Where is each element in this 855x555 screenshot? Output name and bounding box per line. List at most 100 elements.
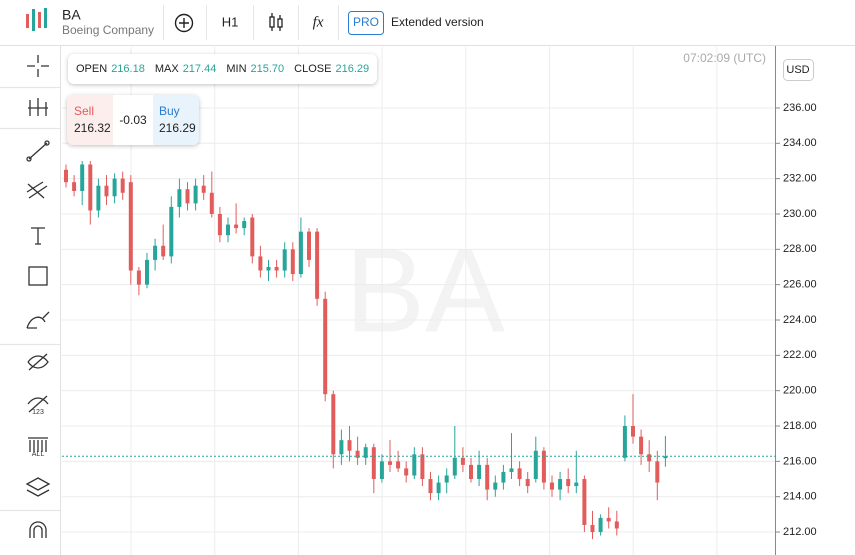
sell-button[interactable]: Sell 216.32 bbox=[67, 95, 113, 145]
candle-body bbox=[169, 206, 174, 257]
candle-body bbox=[274, 266, 279, 271]
currency[interactable]: USD bbox=[786, 64, 809, 76]
candle-body bbox=[558, 479, 563, 490]
symbol: BA bbox=[62, 7, 81, 23]
candle-body bbox=[339, 440, 344, 455]
candle-body bbox=[493, 482, 498, 490]
spread: -0.03 bbox=[119, 113, 147, 127]
trade-panel: Sell 216.32 -0.03 Buy 216.29 bbox=[67, 95, 199, 145]
indicator-button[interactable]: fx bbox=[313, 14, 324, 30]
add-button[interactable] bbox=[174, 13, 194, 33]
y-tick-label: 222.00 bbox=[783, 349, 817, 361]
candle-body bbox=[64, 169, 68, 183]
y-tick-label: 218.00 bbox=[783, 420, 817, 432]
ohlc-label: OPEN bbox=[76, 63, 108, 75]
candle-body bbox=[428, 479, 433, 494]
candle-body bbox=[469, 464, 473, 480]
candle-body bbox=[566, 479, 571, 487]
candle-body bbox=[266, 266, 271, 271]
candle-body bbox=[185, 189, 190, 204]
candle-body bbox=[298, 231, 303, 275]
candle-body bbox=[574, 482, 579, 487]
candle-body bbox=[509, 468, 514, 472]
candle-body bbox=[363, 447, 368, 458]
watermark: BA bbox=[345, 224, 505, 358]
y-tick-label: 212.00 bbox=[783, 526, 817, 538]
company: Boeing Company bbox=[62, 23, 154, 37]
candle-body bbox=[477, 464, 482, 480]
toolbar bbox=[0, 55, 60, 538]
hide-labels-tool[interactable] bbox=[27, 395, 49, 413]
text-tool[interactable] bbox=[31, 227, 45, 245]
candle-body bbox=[161, 245, 166, 257]
ohlc-label: MIN bbox=[226, 63, 247, 75]
candle-body bbox=[388, 461, 392, 465]
candle-body bbox=[412, 454, 417, 476]
ohlc-value: 216.29 bbox=[335, 63, 370, 75]
chart-type-button[interactable] bbox=[269, 13, 283, 31]
y-tick-label: 224.00 bbox=[783, 314, 817, 326]
delete-all-text: ALL bbox=[32, 451, 45, 458]
candle-body bbox=[290, 249, 295, 275]
candle-body bbox=[614, 521, 619, 529]
sell-price: 216.32 bbox=[74, 121, 111, 135]
candle-body bbox=[371, 447, 376, 480]
extended-label[interactable]: Extended version bbox=[391, 15, 484, 29]
plot: BA bbox=[62, 47, 775, 555]
y-tick-label: 236.00 bbox=[783, 102, 817, 114]
ohlc-value: 215.70 bbox=[250, 63, 285, 75]
candle-body bbox=[258, 256, 263, 271]
hide-tool[interactable] bbox=[27, 353, 49, 371]
buy-button[interactable]: Buy 216.29 bbox=[153, 95, 199, 145]
candle-body bbox=[647, 454, 652, 462]
candle-body bbox=[525, 479, 530, 487]
y-tick-label: 232.00 bbox=[783, 173, 817, 185]
fib-tool[interactable] bbox=[26, 181, 48, 199]
magnet-tool[interactable] bbox=[29, 521, 47, 538]
candle-body bbox=[485, 464, 490, 490]
pro-label[interactable]: PRO bbox=[353, 15, 379, 29]
y-tick-label: 234.00 bbox=[783, 137, 817, 149]
line-tool[interactable] bbox=[28, 142, 48, 160]
candle-body bbox=[355, 450, 360, 458]
y-tick-label: 216.00 bbox=[783, 455, 817, 467]
candle-body bbox=[104, 185, 109, 197]
crosshair-tool[interactable] bbox=[27, 55, 49, 77]
candle-body bbox=[444, 475, 449, 483]
interval-button[interactable]: H1 bbox=[222, 14, 239, 29]
candle-body bbox=[420, 454, 425, 480]
y-tick-label: 214.00 bbox=[783, 491, 817, 503]
candle-body bbox=[96, 185, 101, 211]
ohlc-panel: OPEN 216.18 MAX 217.44 MIN 215.70 CLOSE 216.29 bbox=[68, 54, 378, 84]
clock: 07:02:09 (UTC) bbox=[683, 51, 766, 65]
candle-body bbox=[396, 461, 401, 469]
candle-body bbox=[639, 436, 644, 455]
candle-body bbox=[590, 524, 595, 533]
candle-body bbox=[452, 457, 457, 476]
ohlc-label: MAX bbox=[154, 63, 179, 75]
pro-badge[interactable] bbox=[348, 11, 384, 35]
candle-body bbox=[128, 182, 133, 271]
candle-body bbox=[234, 224, 239, 229]
logo bbox=[26, 8, 47, 31]
indicators-tool[interactable] bbox=[28, 98, 48, 116]
candle-body bbox=[250, 217, 255, 257]
candle-body bbox=[88, 164, 93, 211]
ohlc-label: CLOSE bbox=[294, 63, 332, 75]
candle-body bbox=[550, 482, 554, 490]
candle-body bbox=[582, 479, 587, 525]
currency-box[interactable] bbox=[783, 59, 814, 81]
candle-body bbox=[136, 270, 141, 285]
candle-body bbox=[631, 426, 635, 437]
brush-tool[interactable] bbox=[26, 311, 50, 329]
layers-tool[interactable] bbox=[25, 477, 51, 497]
delete-tool[interactable] bbox=[28, 437, 48, 452]
candle-body bbox=[347, 440, 352, 451]
candle-body bbox=[120, 178, 125, 193]
shape-tool[interactable] bbox=[28, 266, 48, 286]
candle-body bbox=[533, 450, 538, 480]
ohlc-value: 217.44 bbox=[182, 63, 217, 75]
candle-body bbox=[177, 189, 182, 207]
candle-body bbox=[663, 456, 668, 459]
